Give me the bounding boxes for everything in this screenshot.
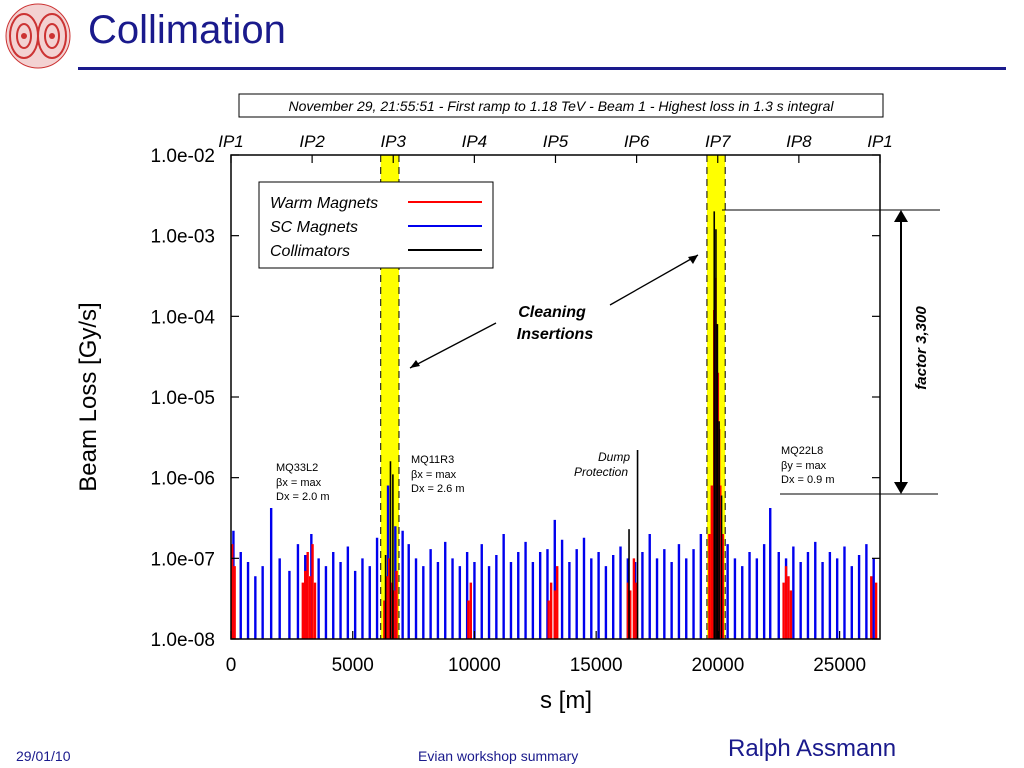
arrowhead-up-icon bbox=[894, 210, 908, 222]
dump-annotation: Dump Protection bbox=[574, 450, 630, 479]
mq22l8-line2: βy = max bbox=[781, 460, 827, 472]
dump-line2: Protection bbox=[574, 465, 628, 479]
axis-ticks: 1.0e-08 1.0e-07 1.0e-06 1.0e-05 1.0e-04 1.0e-… bbox=[151, 132, 893, 676]
y-tick-label: 1.0e-04 bbox=[151, 307, 216, 328]
y-tick-label: 1.0e-06 bbox=[151, 469, 215, 490]
y-axis-label: Beam Loss [Gy/s] bbox=[75, 302, 102, 491]
legend-label-warm: Warm Magnets bbox=[270, 195, 378, 212]
legend-box: Warm Magnets SC Magnets Collimators bbox=[258, 181, 494, 269]
ip-label: IP8 bbox=[786, 132, 812, 151]
chart-title-box bbox=[238, 93, 884, 118]
x-axis-label: s [m] bbox=[540, 687, 592, 714]
y-tick-label: 1.0e-03 bbox=[151, 227, 215, 248]
ip-label: IP2 bbox=[299, 132, 325, 151]
beam-loss-chart: 1.0e-08 1.0e-07 1.0e-06 1.0e-05 1.0e-04 1.0e-… bbox=[75, 93, 940, 714]
mq22l8-line3: Dx = 0.9 m bbox=[781, 474, 835, 486]
ip-label: IP1 bbox=[867, 132, 893, 151]
arrowhead-down-icon bbox=[894, 482, 908, 494]
mq33l2-line3: Dx = 2.0 m bbox=[276, 491, 330, 503]
y-tick-label: 1.0e-02 bbox=[151, 146, 215, 167]
y-tick-label: 1.0e-08 bbox=[151, 630, 215, 651]
x-tick-label: 10000 bbox=[448, 655, 501, 676]
title-divider bbox=[78, 67, 1006, 70]
y-tick-label: 1.0e-07 bbox=[151, 549, 215, 570]
mq33l2-annotation: MQ33L2 βx = max Dx = 2.0 m bbox=[276, 462, 330, 503]
highlight-band-ip3 bbox=[380, 155, 399, 639]
mq22l8-annotation: MQ22L8 βy = max Dx = 0.9 m bbox=[781, 445, 835, 486]
footer-event: Evian workshop summary bbox=[418, 748, 579, 764]
mq22l8-line1: MQ22L8 bbox=[781, 445, 823, 457]
cleaning-arrow-ip3 bbox=[409, 322, 497, 369]
mq33l2-line2: βx = max bbox=[276, 477, 322, 489]
footer-author: Ralph Assmann bbox=[728, 735, 897, 762]
ip-label: IP6 bbox=[624, 132, 650, 151]
x-tick-label: 5000 bbox=[332, 655, 374, 676]
loss-bars bbox=[231, 211, 878, 639]
x-tick-label: 15000 bbox=[570, 655, 623, 676]
cleaning-label-line1: Cleaning bbox=[518, 304, 586, 321]
arrowhead-icon bbox=[688, 255, 698, 264]
cleaning-label-line2: Insertions bbox=[517, 326, 594, 343]
legend-label-sc: SC Magnets bbox=[270, 219, 358, 236]
lhc-logo-icon bbox=[5, 3, 71, 69]
ip-label: IP1 bbox=[218, 132, 244, 151]
arrowhead-icon bbox=[410, 360, 420, 368]
mq33l2-line1: MQ33L2 bbox=[276, 462, 318, 474]
factor-label: factor 3,300 bbox=[913, 306, 930, 390]
chart-title: November 29, 21:55:51 - First ramp to 1.… bbox=[289, 98, 835, 114]
mq11r3-annotation: MQ11R3 βx = max Dx = 2.6 m bbox=[411, 454, 465, 495]
x-tick-label: 0 bbox=[226, 655, 237, 676]
factor-annotation: factor 3,300 bbox=[722, 209, 940, 495]
mq11r3-line3: Dx = 2.6 m bbox=[411, 483, 465, 495]
y-tick-label: 1.0e-05 bbox=[151, 388, 215, 409]
slide-title: Collimation bbox=[88, 8, 286, 52]
footer-date: 29/01/10 bbox=[16, 748, 71, 764]
ip-label: IP3 bbox=[380, 132, 406, 151]
mq11r3-line2: βx = max bbox=[411, 469, 457, 481]
dump-line1: Dump bbox=[598, 450, 630, 464]
legend-label-coll: Collimators bbox=[270, 243, 350, 260]
x-tick-label: 25000 bbox=[813, 655, 866, 676]
cleaning-arrow-ip7 bbox=[609, 254, 699, 306]
ip-label: IP5 bbox=[543, 132, 569, 151]
cleaning-insertions-annotation: Cleaning Insertions bbox=[409, 254, 699, 369]
x-tick-label: 20000 bbox=[691, 655, 744, 676]
mq11r3-line1: MQ11R3 bbox=[411, 454, 454, 466]
ip-label: IP4 bbox=[462, 132, 488, 151]
ip-label: IP7 bbox=[705, 132, 731, 151]
